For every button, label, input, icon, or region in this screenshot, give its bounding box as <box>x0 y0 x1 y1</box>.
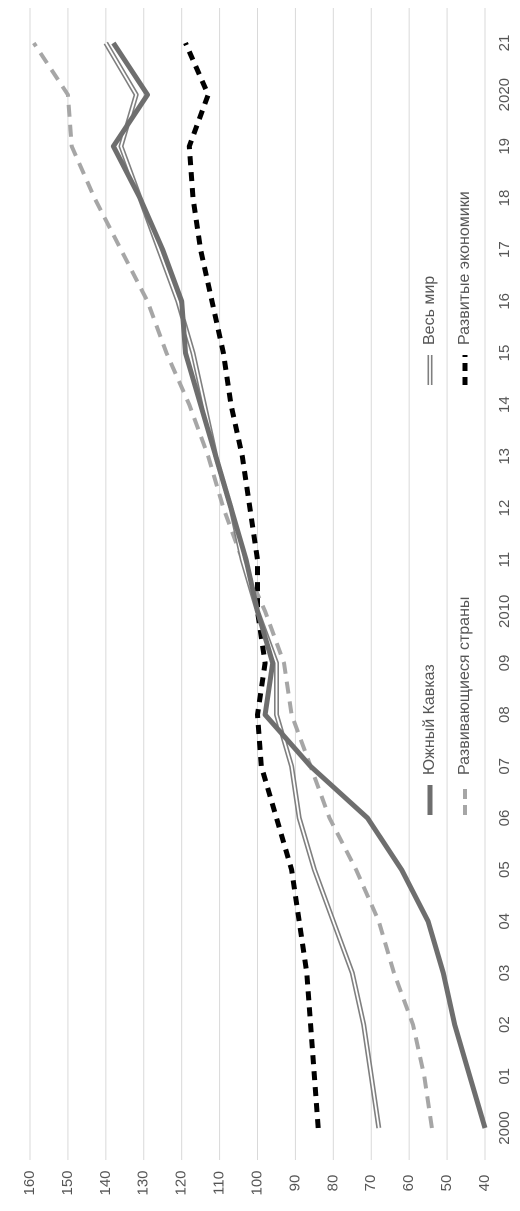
value-tick-label: 120 <box>173 1170 190 1195</box>
category-tick-label: 21 <box>496 35 513 52</box>
value-axis-ticks: 40 50 60 70 80 90 100 110 120 130 140 150 160 <box>21 1170 493 1195</box>
category-tick-label: 03 <box>496 965 513 982</box>
category-tick-label: 01 <box>496 1068 513 1085</box>
value-tick-label: 100 <box>248 1170 265 1195</box>
category-tick-label: 15 <box>496 345 513 362</box>
value-tick-label: 140 <box>97 1170 114 1195</box>
series-line-2 <box>32 41 434 1129</box>
series-line-3 <box>183 41 321 1129</box>
category-tick-label: 09 <box>496 655 513 672</box>
legend-label: Весь мир <box>421 276 438 345</box>
gridlines <box>29 8 486 1160</box>
category-tick-label: 19 <box>496 138 513 155</box>
value-tick-label: 70 <box>362 1175 379 1192</box>
legend-label: Южный Кавказ <box>421 664 438 775</box>
category-tick-label: 16 <box>496 293 513 310</box>
legend-label: Развитые экономики <box>456 191 473 345</box>
series-line-0 <box>110 41 488 1129</box>
value-tick-label: 110 <box>211 1171 228 1195</box>
category-tick-label: 2010 <box>496 595 513 628</box>
category-tick-label: 02 <box>496 1016 513 1033</box>
value-tick-label: 60 <box>400 1175 417 1192</box>
value-tick-label: 80 <box>324 1175 341 1192</box>
category-tick-label: 11 <box>496 552 513 568</box>
series-lines <box>32 41 488 1129</box>
legend: Южный Кавказ Весь мир Развивающиеся страны… <box>421 191 473 815</box>
category-tick-label: 07 <box>496 758 513 775</box>
value-tick-label: 40 <box>476 1175 493 1192</box>
category-tick-label: 17 <box>496 241 513 258</box>
value-tick-label: 90 <box>286 1175 303 1192</box>
category-tick-label: 13 <box>496 448 513 465</box>
category-axis-ticks: 2000 01 02 03 04 05 06 07 08 09 2010 11 12 13 14 15 16 17… <box>496 35 513 1145</box>
value-tick-label: 130 <box>135 1170 152 1195</box>
legend-label: Развивающиеся страны <box>456 597 473 775</box>
category-tick-label: 05 <box>496 861 513 878</box>
category-tick-label: 08 <box>496 706 513 723</box>
category-tick-label: 12 <box>496 500 513 517</box>
value-tick-label: 50 <box>438 1175 455 1192</box>
category-tick-label: 14 <box>496 396 513 413</box>
value-tick-label: 150 <box>59 1170 76 1195</box>
category-tick-label: 04 <box>496 913 513 930</box>
category-tick-label: 18 <box>496 190 513 207</box>
value-tick-label: 160 <box>21 1170 38 1195</box>
category-tick-label: 2000 <box>496 1111 513 1144</box>
category-tick-label: 2020 <box>496 78 513 111</box>
category-tick-label: 06 <box>496 810 513 827</box>
